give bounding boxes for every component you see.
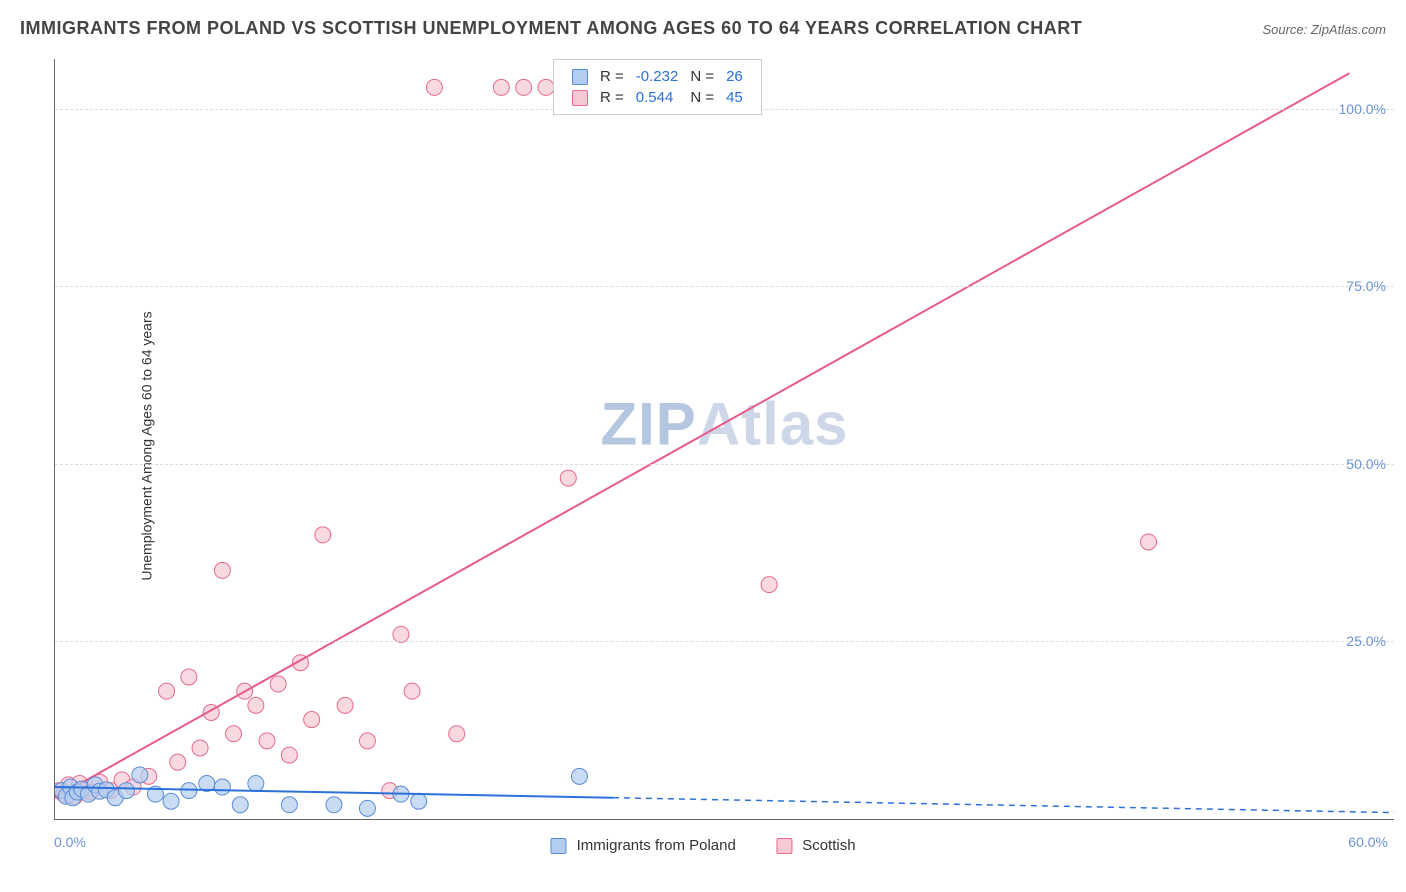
legend-swatch-blue (572, 69, 588, 85)
r-value-blue: -0.232 (630, 66, 685, 87)
correlation-legend: R = -0.232 N = 26 R = 0.544 N = 45 (553, 59, 762, 115)
r-label: R = (594, 87, 630, 108)
r-value-pink: 0.544 (630, 87, 685, 108)
n-value-pink: 45 (720, 87, 749, 108)
series-label-blue: Immigrants from Poland (577, 837, 736, 854)
x-tick-min: 0.0% (54, 834, 86, 850)
series-label-pink: Scottish (802, 837, 855, 854)
scatter-svg (55, 59, 1394, 819)
chart-title: IMMIGRANTS FROM POLAND VS SCOTTISH UNEMP… (20, 18, 1082, 39)
n-label: N = (684, 87, 720, 108)
legend-swatch-pink (776, 838, 792, 854)
series-legend: Immigrants from Poland Scottish (532, 837, 873, 854)
x-tick-max: 60.0% (1348, 834, 1388, 850)
n-value-blue: 26 (720, 66, 749, 87)
chart-plot-area: ZIPAtlas 25.0%50.0%75.0%100.0% (54, 59, 1394, 820)
source-label: Source: ZipAtlas.com (1262, 22, 1386, 37)
n-label: N = (684, 66, 720, 87)
r-label: R = (594, 66, 630, 87)
legend-swatch-blue (550, 838, 566, 854)
legend-swatch-pink (572, 90, 588, 106)
